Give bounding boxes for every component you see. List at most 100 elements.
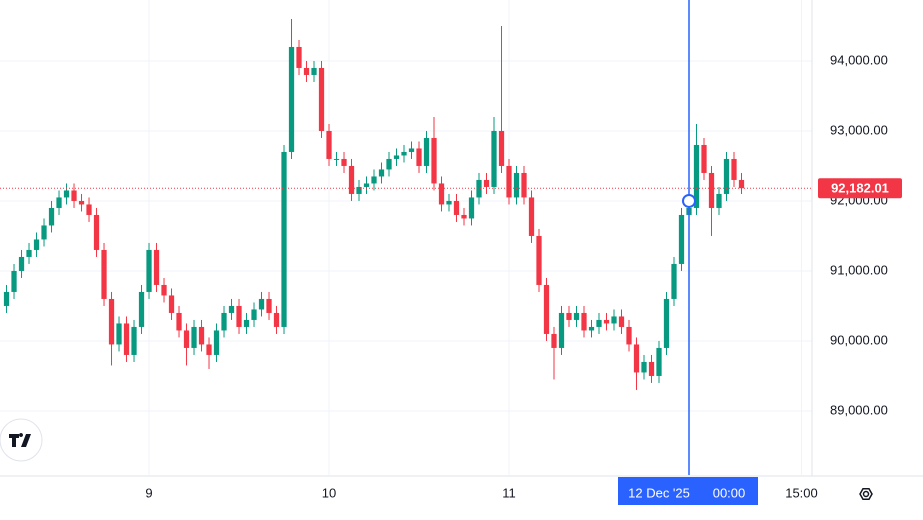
settings-hex[interactable] — [859, 488, 873, 500]
candle-body — [296, 46, 302, 68]
settings-icon[interactable] — [859, 488, 873, 500]
candle-body — [198, 326, 205, 345]
candle-body — [738, 179, 745, 189]
last-price-label: 92,182.01 — [831, 181, 889, 196]
candle-body — [611, 316, 617, 324]
candle-body — [363, 183, 370, 187]
candle-body — [131, 326, 137, 355]
candle-body — [33, 239, 40, 250]
candle-body — [93, 214, 100, 250]
candle-body — [393, 155, 400, 159]
candle-body — [281, 151, 287, 327]
candle-body — [41, 225, 47, 240]
candle-body — [378, 169, 385, 177]
candle-body — [236, 305, 242, 327]
candle-body — [438, 183, 445, 205]
candle-body — [671, 263, 677, 299]
logo-circle[interactable] — [0, 418, 43, 462]
candle-body — [528, 197, 535, 236]
candle-body — [221, 312, 227, 331]
x-tick-label: 11 — [502, 485, 516, 500]
candle-body — [453, 200, 460, 215]
candle-body — [566, 312, 572, 320]
x-tick-label: 15:00 — [785, 485, 818, 500]
candle-body — [326, 130, 332, 159]
candle-body — [558, 312, 565, 348]
candle-body — [333, 158, 340, 160]
candle-body — [401, 151, 407, 156]
candle-body — [288, 46, 295, 152]
candle-body — [258, 298, 265, 310]
x-tick-label: 10 — [322, 485, 336, 500]
candle-body — [86, 204, 92, 215]
crosshair-marker — [682, 193, 697, 208]
y-tick-label: 93,000.00 — [830, 122, 888, 137]
candle-body — [213, 330, 220, 355]
candle-body — [311, 67, 317, 75]
candle-body — [161, 284, 167, 296]
settings-dot — [862, 490, 870, 498]
candle-body — [663, 298, 670, 348]
y-tick-label: 89,000.00 — [830, 402, 888, 417]
candle-body — [581, 312, 587, 331]
candle-body — [101, 249, 107, 299]
candle-body — [543, 284, 550, 334]
candle-body — [348, 165, 355, 194]
candle-body — [11, 270, 17, 292]
candle-body — [416, 148, 422, 166]
candle-body — [71, 190, 77, 201]
candle-body — [266, 298, 272, 313]
crosshair-date: 12 Dec '25 — [628, 485, 690, 500]
candle-body — [641, 361, 647, 373]
candle-body — [183, 330, 190, 348]
tv-logo[interactable] — [0, 418, 43, 462]
candle-body — [468, 197, 475, 219]
y-tick-label: 90,000.00 — [830, 332, 888, 347]
candle-body — [723, 158, 730, 194]
candle-body — [56, 197, 62, 208]
candle-body — [3, 291, 10, 306]
candles — [3, 18, 745, 390]
candle-body — [596, 319, 602, 327]
candle-body — [483, 179, 490, 187]
candle-body — [146, 249, 152, 292]
candle-body — [303, 67, 310, 75]
y-tick-label: 91,000.00 — [830, 262, 888, 277]
candle-body — [251, 309, 257, 320]
candle-body — [228, 305, 235, 313]
candle-body — [588, 326, 595, 331]
y-tick-label: 94,000.00 — [830, 52, 888, 67]
candle-body — [693, 144, 700, 208]
candle-body — [116, 323, 122, 345]
candle-body — [708, 172, 715, 208]
candle-body — [678, 214, 685, 264]
candle-body — [716, 193, 722, 208]
candle-body — [153, 249, 160, 285]
candle-body — [461, 214, 467, 219]
candle-body — [18, 256, 25, 271]
candle-body — [408, 148, 415, 152]
candle-body — [648, 361, 655, 376]
candle-body — [273, 312, 280, 327]
candle-body — [633, 344, 640, 373]
candle-body — [618, 316, 625, 327]
candle-body — [521, 172, 527, 198]
candle-body — [506, 165, 512, 198]
candle-body — [498, 130, 505, 166]
candle-body — [536, 235, 542, 285]
candle-body — [491, 130, 497, 187]
candle-body — [431, 137, 437, 184]
candle-body — [573, 312, 580, 320]
candle-body — [26, 249, 32, 257]
candle-body — [63, 190, 70, 198]
candle-body — [168, 295, 175, 313]
candle-body — [108, 298, 115, 345]
logo-glyph — [9, 433, 31, 447]
candle-body — [626, 326, 632, 345]
candle-body — [48, 207, 55, 226]
candle-body — [356, 186, 362, 194]
candle-body — [603, 319, 610, 324]
